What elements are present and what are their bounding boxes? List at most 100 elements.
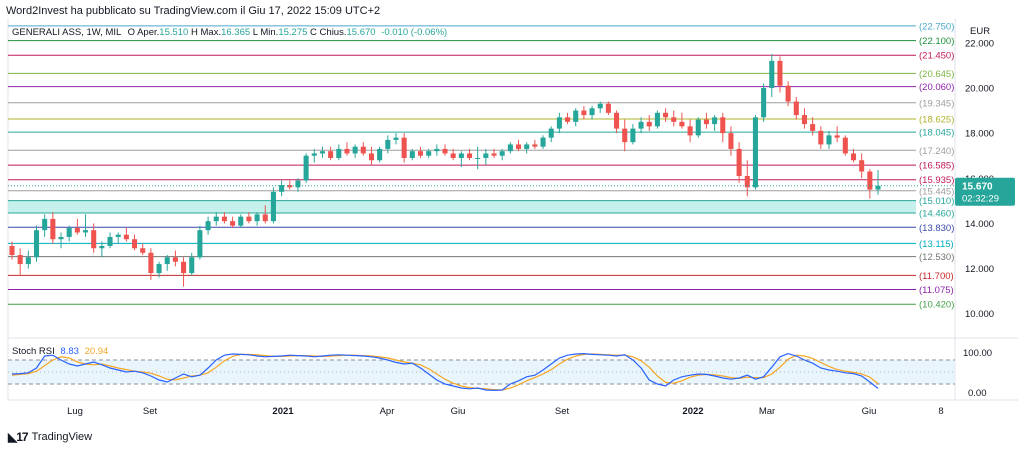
candle-body[interactable] [589,108,595,116]
candle-body[interactable] [377,148,383,161]
candle-body[interactable] [475,157,481,159]
candle-body[interactable] [123,234,129,240]
candle-body[interactable] [736,148,742,177]
candle-body[interactable] [712,117,718,125]
candle-body[interactable] [328,151,334,158]
candle-body[interactable] [850,153,857,161]
candle-body[interactable] [287,185,293,188]
candle-body[interactable] [132,239,138,249]
candle-body[interactable] [279,185,285,192]
candle-body[interactable] [614,112,620,129]
candle-body[interactable] [115,234,121,237]
candle-body[interactable] [270,191,276,222]
candle-body[interactable] [720,117,726,134]
current-price-marker[interactable] [955,177,1015,206]
candle-body[interactable] [33,230,40,258]
candle-body[interactable] [654,112,660,127]
candle-body[interactable] [450,153,456,158]
candle-body[interactable] [344,148,350,154]
candle-body[interactable] [393,137,399,140]
candle-body[interactable] [311,153,317,156]
candle-body[interactable] [515,144,522,149]
candle-body[interactable] [254,214,260,222]
candle-body[interactable] [172,257,178,262]
candle-body[interactable] [556,117,562,129]
candle-body[interactable] [810,124,816,131]
candle-body[interactable] [66,227,72,237]
candle-body[interactable] [401,137,407,158]
candle-body[interactable] [744,176,750,188]
candle-body[interactable] [336,148,342,158]
candle-body[interactable] [622,128,628,143]
candle-body[interactable] [360,146,366,154]
candle-body[interactable] [409,151,415,158]
candle-body[interactable] [107,236,113,246]
candle-body[interactable] [581,110,587,116]
candle-body[interactable] [17,255,23,265]
candle-body[interactable] [573,110,579,122]
candle-body[interactable] [507,144,513,152]
candle-body[interactable] [793,101,799,116]
candle-body[interactable] [646,121,652,127]
candle-body[interactable] [9,245,15,256]
candle-body[interactable] [156,264,162,274]
candle-body[interactable] [426,151,432,156]
candle-body[interactable] [25,257,31,265]
candle-body[interactable] [385,139,391,149]
candle-body[interactable] [687,126,693,136]
candle-body[interactable] [785,85,791,102]
candle-body[interactable] [867,171,873,190]
candle-body[interactable] [140,248,146,253]
candle-body[interactable] [605,103,611,113]
tradingview-logo[interactable]: ◣17 TradingView [8,430,92,444]
candle-body[interactable] [801,115,808,125]
candle-body[interactable] [818,130,824,145]
candle-body[interactable] [834,135,840,138]
candle-body[interactable] [859,160,865,172]
candle-body[interactable] [703,119,709,125]
candle-body[interactable] [597,103,603,109]
candle-body[interactable] [50,218,56,240]
stoch-rsi-title[interactable]: Stoch RSI [12,346,55,357]
candle-body[interactable] [638,121,644,129]
candle-body[interactable] [491,153,497,156]
candle-body[interactable] [205,221,211,231]
candle-body[interactable] [826,135,832,145]
candle-body[interactable] [565,117,571,122]
candle-body[interactable] [483,153,489,158]
candle-body[interactable] [295,180,301,188]
candle-body[interactable] [262,214,268,222]
candle-body[interactable] [466,153,473,158]
candle-body[interactable] [91,230,97,249]
candle-body[interactable] [752,117,758,188]
candle-body[interactable] [728,133,734,149]
candle-body[interactable] [532,144,538,147]
candle-body[interactable] [189,257,195,274]
candle-body[interactable] [548,128,554,138]
candle-body[interactable] [434,148,440,152]
candle-body[interactable] [148,252,154,274]
candle-body[interactable] [875,185,881,190]
candle-body[interactable] [238,216,244,226]
candle-body[interactable] [58,236,64,240]
candle-body[interactable] [630,128,636,143]
candle-body[interactable] [777,60,783,86]
candle-body[interactable] [246,216,252,222]
candle-body[interactable] [695,119,701,136]
candle-body[interactable] [442,148,448,154]
candle-body[interactable] [352,146,358,154]
candle-body[interactable] [82,230,89,233]
candle-body[interactable] [197,230,203,258]
candle-body[interactable] [303,155,309,181]
candle-body[interactable] [221,216,227,222]
candle-body[interactable] [540,137,546,147]
candle-body[interactable] [679,121,685,127]
candle-body[interactable] [458,153,464,158]
candle-body[interactable] [181,261,187,274]
candle-body[interactable] [74,227,80,233]
candle-body[interactable] [42,218,48,231]
candle-body[interactable] [99,245,105,249]
candle-body[interactable] [368,153,375,161]
symbol-label[interactable]: GENERALI ASS, 1W, MIL [12,27,121,38]
candle-body[interactable] [842,137,848,154]
